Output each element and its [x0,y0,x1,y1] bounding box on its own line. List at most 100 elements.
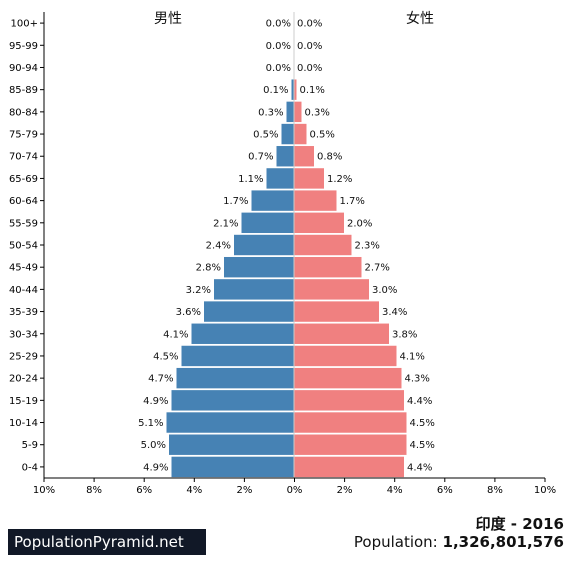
male-bar-30-34 [191,323,294,344]
female-bar-30-34 [294,323,389,344]
female-bar-80-84 [294,101,302,123]
female-value-label: 4.5% [410,418,435,429]
female-bar-55-59 [294,212,344,234]
female-bar-70-74 [294,146,314,167]
x-tick-label: 4% [387,485,403,496]
y-tick-label: 70-74 [9,152,38,163]
male-bar-65-69 [266,168,294,189]
female-bar-75-79 [294,123,307,145]
y-tick-label: 85-89 [9,85,38,96]
male-bar-0-4 [171,456,294,478]
y-tick-label: 90-94 [9,63,38,74]
female-value-label: 0.0% [297,63,322,74]
male-value-label: 1.1% [238,174,263,185]
male-value-label: 0.7% [248,152,273,163]
y-tick-label: 10-14 [9,418,38,429]
female-value-label: 0.5% [310,130,335,141]
male-bar-60-64 [251,190,294,211]
male-value-label: 3.6% [176,307,201,318]
female-bar-0-4 [294,456,404,478]
y-tick-label: 75-79 [9,130,38,141]
x-tick-label: 6% [437,485,453,496]
female-value-label: 4.3% [405,374,430,385]
male-bar-5-9 [169,434,294,455]
x-tick-label: 0% [287,485,303,496]
female-value-label: 2.7% [365,263,390,274]
population-text: Population: 1,326,801,576 [354,533,564,551]
female-value-label: 4.1% [400,351,425,362]
male-value-label: 4.7% [148,374,173,385]
y-tick-label: 80-84 [9,107,38,118]
female-header: 女性 [406,10,434,27]
female-value-label: 0.8% [317,152,342,163]
male-bar-45-49 [224,256,294,278]
male-bar-15-19 [171,390,294,411]
y-tick-label: 45-49 [9,263,38,274]
female-value-label: 4.4% [407,462,432,473]
female-bar-50-54 [294,234,352,256]
x-tick-label: 2% [337,485,353,496]
y-tick-label: 0-4 [22,462,38,473]
x-tick-label: 2% [236,485,252,496]
male-bar-55-59 [241,212,294,234]
y-tick-label: 50-54 [9,241,38,252]
y-tick-label: 55-59 [9,218,38,229]
female-value-label: 0.3% [305,107,330,118]
male-value-label: 2.1% [213,218,238,229]
female-bar-40-44 [294,279,369,300]
male-value-label: 0.1% [263,85,288,96]
male-value-label: 4.1% [163,329,188,340]
female-bar-85-89 [294,79,297,100]
y-tick-label: 30-34 [9,329,38,340]
female-value-label: 2.3% [355,241,380,252]
male-value-label: 5.0% [141,440,166,451]
female-value-label: 2.0% [347,218,372,229]
female-value-label: 3.4% [382,307,407,318]
x-tick-label: 10% [33,485,55,496]
female-bar-45-49 [294,256,362,278]
female-value-label: 1.2% [327,174,352,185]
population-value: 1,326,801,576 [442,533,564,551]
y-tick-label: 100+ [11,19,38,30]
female-bar-10-14 [294,412,407,433]
male-bar-75-79 [281,123,294,145]
x-tick-label: 6% [136,485,152,496]
female-bar-65-69 [294,168,324,189]
x-tick-label: 8% [86,485,102,496]
male-bar-10-14 [166,412,294,433]
y-tick-label: 15-19 [9,396,38,407]
male-value-label: 0.0% [266,63,291,74]
male-bar-35-39 [204,301,294,322]
female-value-label: 3.0% [372,285,397,296]
female-value-label: 1.7% [340,196,365,207]
male-value-label: 0.0% [266,19,291,30]
x-tick-label: 10% [534,485,556,496]
brand-logo[interactable]: PopulationPyramid.net [8,529,206,555]
male-value-label: 2.8% [196,263,221,274]
male-bar-70-74 [276,146,294,167]
male-value-label: 0.5% [253,130,278,141]
y-tick-label: 40-44 [9,285,38,296]
female-bar-5-9 [294,434,407,455]
population-label: Population: [353,533,438,551]
male-bar-80-84 [286,101,294,123]
male-value-label: 3.2% [186,285,211,296]
male-value-label: 0.3% [258,107,283,118]
male-value-label: 4.9% [143,462,168,473]
female-value-label: 0.0% [297,19,322,30]
female-bar-15-19 [294,390,404,411]
male-bar-40-44 [214,279,294,300]
y-tick-label: 5-9 [22,440,38,451]
male-bar-50-54 [234,234,294,256]
y-tick-label: 35-39 [9,307,38,318]
male-value-label: 5.1% [138,418,163,429]
female-value-label: 3.8% [392,329,417,340]
male-value-label: 2.4% [206,241,231,252]
y-tick-label: 95-99 [9,41,38,52]
female-bar-60-64 [294,190,337,211]
male-header: 男性 [154,11,182,27]
male-bar-20-24 [176,367,294,389]
y-tick-label: 25-29 [9,351,38,362]
male-bar-25-29 [181,345,294,367]
female-value-label: 0.1% [300,85,325,96]
